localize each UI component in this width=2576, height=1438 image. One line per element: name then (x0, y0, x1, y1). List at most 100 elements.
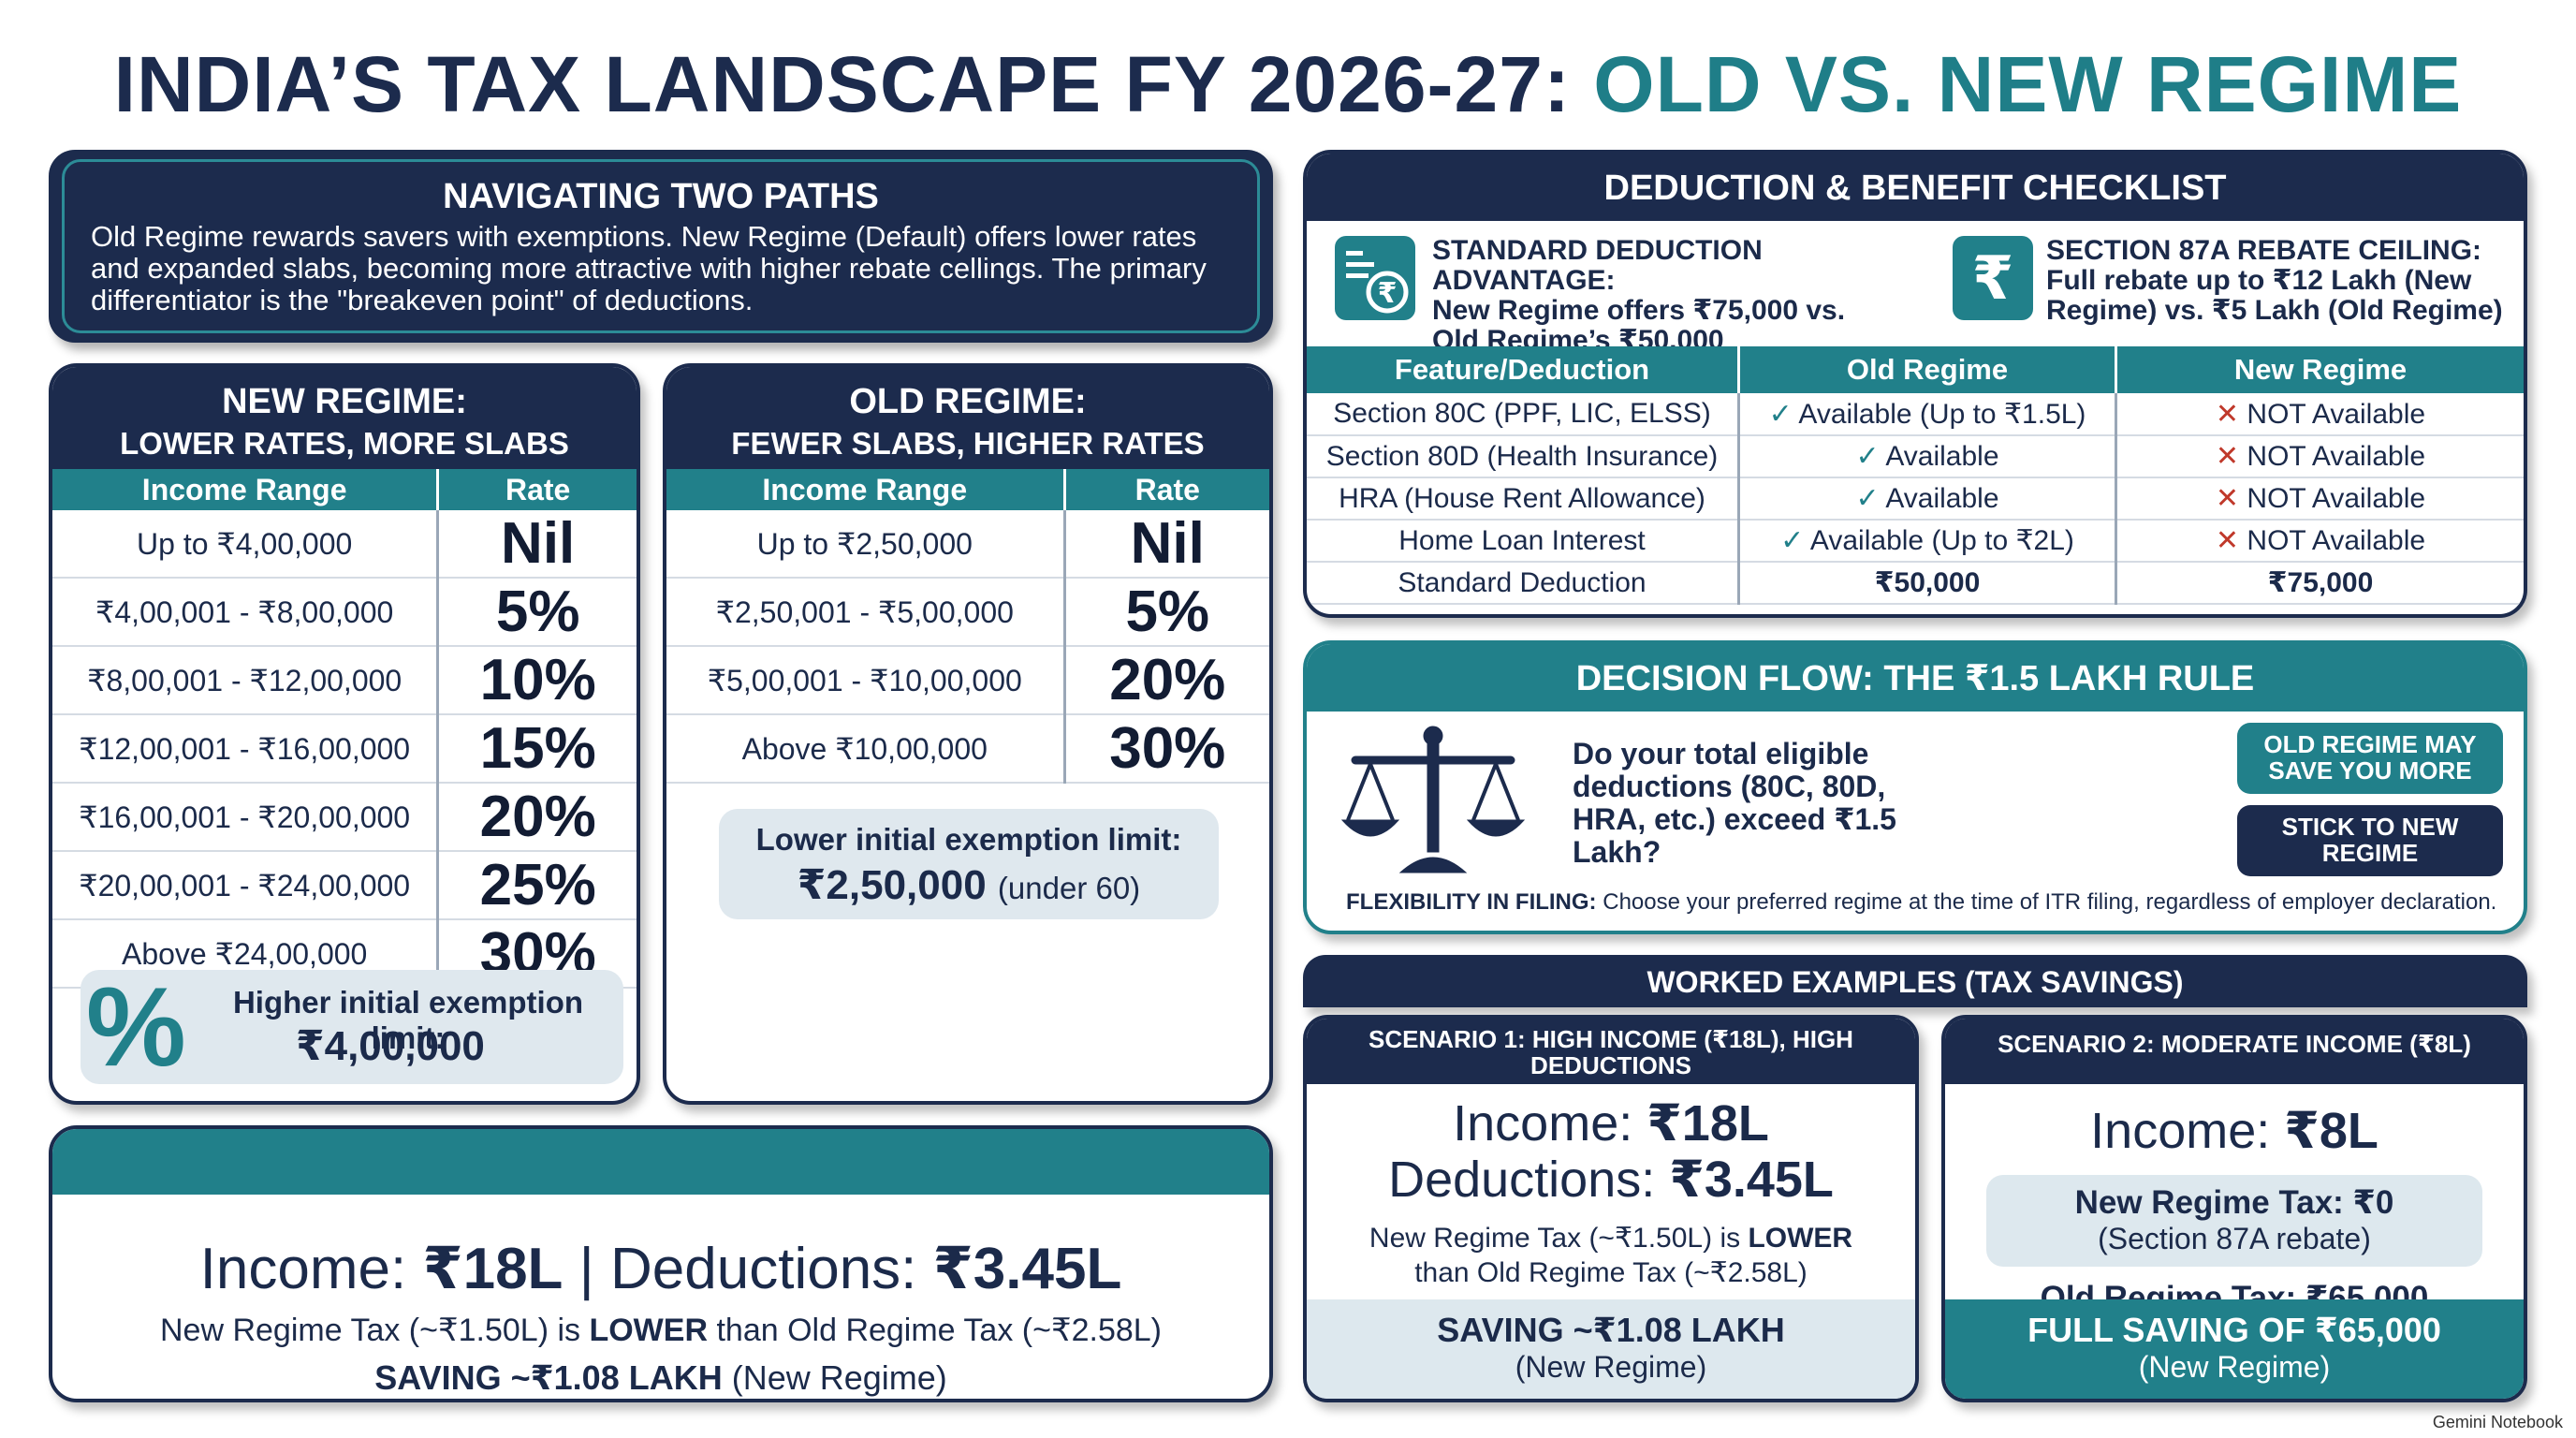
new-regime-slab-table: Income Range Rate Up to ₹4,00,000 Nil ₹4,… (52, 469, 637, 989)
document-rupee-icon: ₹ (1335, 236, 1415, 320)
slab-rate: 20% (437, 783, 637, 852)
cross-icon: ✕ (2215, 398, 2240, 430)
slab-range: Up to ₹2,50,000 (666, 510, 1066, 579)
flexibility-text: Choose your preferred regime at the time… (1596, 889, 2497, 915)
decision-heading: DECISION FLOW: THE ₹1.5 LAKH RULE (1307, 644, 2524, 712)
slab-rate: Nil (1064, 510, 1269, 579)
slab-rate: Nil (437, 510, 637, 579)
old-cell: ✓ Available (Up to ₹1.5L) (1738, 393, 2117, 436)
standard-deduction-benefit: ₹ STANDARD DEDUCTION ADVANTAGE: New Regi… (1335, 235, 1934, 356)
old-cell: ✓ Available (Up to ₹2L) (1738, 520, 2117, 563)
old-regime-card: OLD REGIME: FEWER SLABS, HIGHER RATES In… (663, 363, 1273, 1105)
new-cell: ✕ NOT Available (2115, 435, 2524, 478)
slab-range: ₹2,50,001 - ₹5,00,000 (666, 578, 1066, 647)
table-row: HRA (House Rent Allowance) ✓ Available ✕… (1307, 477, 2524, 521)
slab-range: Up to ₹4,00,000 (52, 510, 440, 579)
new-value: NOT Available (2247, 398, 2426, 430)
col-feature: Feature/Deduction (1307, 346, 1740, 393)
saving-note: (New Regime) (722, 1358, 947, 1397)
separator: | (563, 1237, 610, 1301)
new-regime-card: NEW REGIME: LOWER RATES, MORE SLABS Inco… (49, 363, 640, 1105)
benefit2-line1: SECTION 87A REBATE CEILING: (2046, 235, 2482, 266)
table-row: ₹8,00,001 - ₹12,00,000 10% (52, 646, 637, 715)
table-row: Up to ₹2,50,000 Nil (666, 510, 1269, 579)
checklist-card: DEDUCTION & BENEFIT CHECKLIST ₹ STANDARD… (1303, 150, 2527, 618)
slab-range: Above ₹10,00,000 (666, 714, 1066, 784)
scenario-1-saving: SAVING ~₹1.08 LAKH (New Regime) (1307, 1299, 1915, 1399)
slab-range: ₹20,00,001 - ₹24,00,000 (52, 851, 440, 920)
slab-range: ₹5,00,001 - ₹10,00,000 (666, 646, 1066, 715)
percent-icon: % (86, 964, 186, 1090)
table-row: Section 80D (Health Insurance) ✓ Availab… (1307, 435, 2524, 478)
summary-income-line: Income: ₹18L | Deductions: ₹3.45L (52, 1234, 1269, 1302)
title-part-1: INDIA’S TAX LANDSCAPE FY 2026-27: (113, 40, 1594, 128)
rupee-icon: ₹ (1953, 236, 2033, 320)
col-income-range: Income Range (52, 469, 440, 510)
col-new-regime: New Regime (2115, 346, 2524, 393)
intro-heading: NAVIGATING TWO PATHS (443, 177, 879, 216)
new-value: NOT Available (2247, 525, 2426, 556)
old-regime-subheading: FEWER SLABS, HIGHER RATES (731, 426, 1205, 461)
benefit2-line2: Full rebate up to ₹12 Lakh (New (2046, 265, 2472, 296)
scenario-1-compare: New Regime Tax (~₹1.50L) is LOWER than O… (1307, 1221, 1915, 1290)
new-value: NOT Available (2247, 483, 2426, 514)
slab-rate: 20% (1064, 646, 1269, 715)
intro-panel: NAVIGATING TWO PATHS Old Regime rewards … (49, 150, 1273, 343)
old-exemption-label: Lower initial exemption limit: (755, 822, 1182, 857)
deductions-label: Deductions: (610, 1237, 933, 1301)
income-label: Income: (199, 1237, 423, 1301)
old-cell: ✓ Available (1738, 435, 2117, 478)
scenario-2-saving: FULL SAVING OF ₹65,000 (New Regime) (1945, 1299, 2524, 1399)
slab-rate: 10% (437, 646, 637, 715)
new-regime-outcome-button[interactable]: STICK TO NEW REGIME (2237, 805, 2503, 876)
slab-rate: 25% (437, 851, 637, 920)
col-rate: Rate (1064, 469, 1269, 510)
old-value: Available (Up to ₹1.5L) (1798, 398, 2086, 430)
income-label: Income: (1453, 1095, 1647, 1152)
old-exemption-value-line: ₹2,50,000 (under 60) (719, 861, 1219, 909)
old-regime-heading: OLD REGIME: (849, 382, 1087, 421)
new-tax: New Regime Tax: ₹0 (2074, 1184, 2394, 1221)
old-exemption-box: Lower initial exemption limit: ₹2,50,000… (719, 809, 1219, 919)
scales-icon (1335, 723, 1531, 882)
new-tax-note: (Section 87A rebate) (2098, 1222, 2371, 1255)
income-value: ₹18L (422, 1237, 564, 1301)
deductions-value: ₹3.45L (932, 1237, 1122, 1301)
deduction-table: Feature/Deduction Old Regime New Regime … (1307, 346, 2524, 605)
new-value: NOT Available (2247, 441, 2426, 472)
new-regime-subheading: LOWER RATES, MORE SLABS (120, 426, 569, 461)
cross-icon: ✕ (2215, 483, 2240, 514)
benefit1-line1: STANDARD DEDUCTION ADVANTAGE: (1432, 235, 1763, 296)
compare-post: than Old Regime Tax (~₹2.58L) (708, 1313, 1162, 1348)
old-regime-outcome-button[interactable]: OLD REGIME MAY SAVE YOU MORE (2237, 723, 2503, 794)
col-income-range: Income Range (666, 469, 1066, 510)
old-value: Available (1885, 441, 1999, 472)
check-icon: ✓ (1855, 441, 1880, 472)
flexibility-label: FLEXIBILITY IN FILING: (1346, 889, 1597, 915)
col-rate: Rate (437, 469, 637, 510)
saving-note: (New Regime) (2138, 1350, 2331, 1384)
new-cell: ✕ NOT Available (2115, 520, 2524, 563)
table-row: ₹16,00,001 - ₹20,00,000 20% (52, 783, 637, 852)
slab-rate: 5% (437, 578, 637, 647)
feature-cell: HRA (House Rent Allowance) (1307, 477, 1740, 521)
slab-rate: 5% (1064, 578, 1269, 647)
scenario-1-figures: Income: ₹18L Deductions: ₹3.45L (1307, 1095, 1915, 1208)
old-cell: ₹50,000 (1738, 562, 2117, 605)
table-row: ₹5,00,001 - ₹10,00,000 20% (666, 646, 1269, 715)
slab-range: ₹12,00,001 - ₹16,00,000 (52, 714, 440, 784)
new-regime-heading: NEW REGIME: (222, 382, 467, 421)
new-cell: ✕ NOT Available (2115, 393, 2524, 436)
benefit2-line3: Regime) vs. ₹5 Lakh (Old Regime) (2046, 295, 2503, 326)
scenario-1-card: SCENARIO 1: HIGH INCOME (₹18L), HIGH DED… (1303, 1015, 1919, 1402)
slab-range: ₹4,00,001 - ₹8,00,000 (52, 578, 440, 647)
scenario-2-heading: SCENARIO 2: MODERATE INCOME (₹8L) (1945, 1019, 2524, 1084)
summary-compare-line: New Regime Tax (~₹1.50L) is LOWER than O… (52, 1312, 1269, 1349)
table-row: ₹12,00,001 - ₹16,00,000 15% (52, 714, 637, 784)
table-row: Section 80C (PPF, LIC, ELSS) ✓ Available… (1307, 393, 2524, 436)
page-title: INDIA’S TAX LANDSCAPE FY 2026-27: OLD VS… (0, 39, 2576, 130)
deductions-label: Deductions: (1388, 1152, 1670, 1208)
old-exemption-value: ₹2,50,000 (797, 862, 987, 908)
scenario-1-heading: SCENARIO 1: HIGH INCOME (₹18L), HIGH DED… (1307, 1019, 1915, 1084)
slab-rate: 15% (437, 714, 637, 784)
